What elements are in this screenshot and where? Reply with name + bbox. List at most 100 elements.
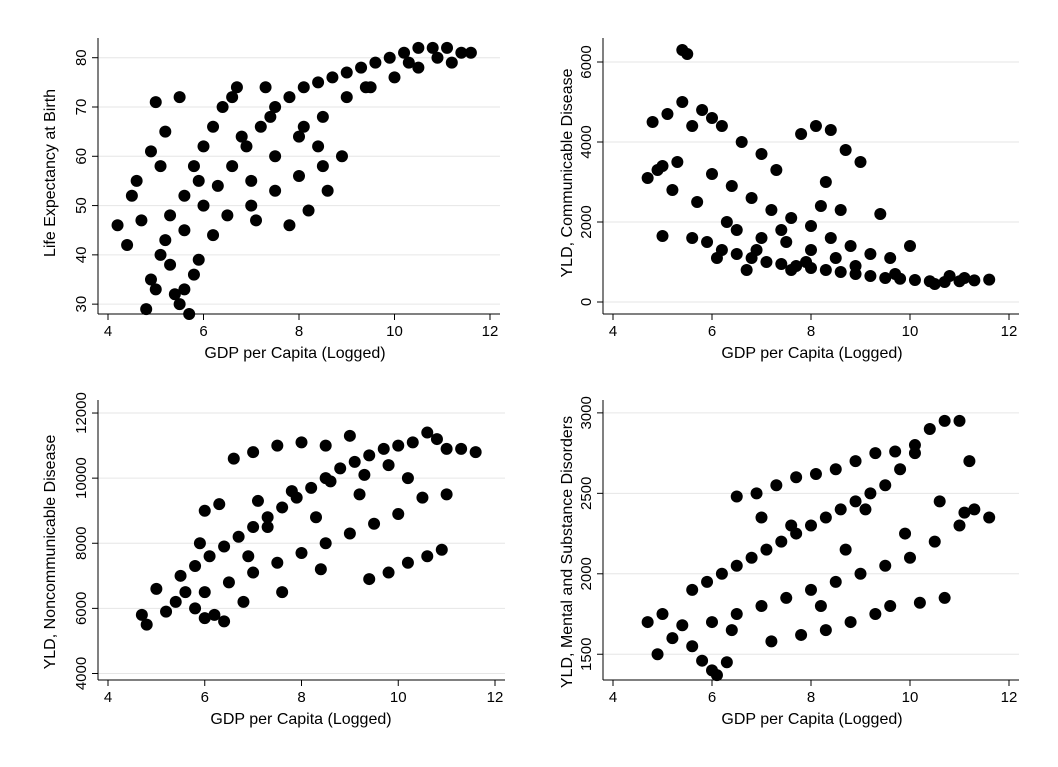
point-yld-communicable-8 <box>681 48 694 60</box>
point-life-expectancy-75 <box>402 56 415 69</box>
point-life-expectancy-73 <box>259 81 272 94</box>
point-yld-mental-substance-55 <box>819 624 832 637</box>
point-yld-communicable-65 <box>785 264 798 276</box>
point-life-expectancy-56 <box>245 199 258 212</box>
y-axis-title-panel-3: YLD, Noncommunicable Disease <box>42 435 59 670</box>
point-yld-communicable-3 <box>656 230 669 242</box>
point-yld-noncommunicable-4 <box>169 595 182 608</box>
point-yld-mental-substance-13 <box>730 559 743 572</box>
x-tick-label-life-expectancy-2: 8 <box>295 323 303 340</box>
point-yld-mental-substance-9 <box>720 656 733 669</box>
point-yld-noncommunicable-48 <box>343 429 356 442</box>
point-yld-mental-substance-34 <box>809 468 822 481</box>
point-yld-communicable-56 <box>819 176 832 188</box>
y-axis-title-panel-4: YLD, Mental and Substance Disorders <box>559 416 576 688</box>
point-life-expectancy-6 <box>144 273 157 286</box>
point-yld-mental-substance-5 <box>686 640 699 653</box>
point-yld-mental-substance-58 <box>884 599 897 612</box>
point-yld-noncommunicable-62 <box>310 511 323 524</box>
point-yld-mental-substance-10 <box>686 583 699 596</box>
y-tick-label-yld-communicable-3: 6000 <box>578 45 595 78</box>
point-yld-noncommunicable-43 <box>227 452 240 465</box>
point-yld-mental-substance-66 <box>958 506 971 519</box>
point-yld-noncommunicable-36 <box>295 547 308 560</box>
point-yld-mental-substance-6 <box>696 654 709 667</box>
point-yld-communicable-54 <box>839 144 852 156</box>
point-life-expectancy-47 <box>245 174 258 187</box>
panel-life-expectancy: 30 40 50 60 70 80 4 6 8 10 12 <box>73 38 500 340</box>
point-yld-mental-substance-49 <box>928 535 941 548</box>
point-yld-noncommunicable-46 <box>295 436 308 449</box>
point-life-expectancy-39 <box>369 56 382 69</box>
point-yld-mental-substance-51 <box>968 503 981 516</box>
y-tick-label-life-expectancy-1: 40 <box>73 247 90 264</box>
y-tick-label-life-expectancy-2: 50 <box>73 197 90 214</box>
point-life-expectancy-5 <box>140 303 153 316</box>
point-yld-noncommunicable-69 <box>242 550 255 563</box>
point-yld-communicable-66 <box>849 260 862 272</box>
x-axis-title-panel-1: GDP per Capita (Logged) <box>204 345 385 362</box>
point-life-expectancy-71 <box>144 145 157 158</box>
point-yld-mental-substance-53 <box>765 635 778 648</box>
x-tick-label-yld-mental-substance-0: 4 <box>609 689 617 706</box>
point-life-expectancy-53 <box>388 71 401 84</box>
point-yld-mental-substance-45 <box>829 575 842 588</box>
point-yld-mental-substance-16 <box>775 535 788 548</box>
point-life-expectancy-54 <box>412 61 425 74</box>
point-yld-communicable-58 <box>874 208 887 220</box>
point-life-expectancy-14 <box>178 283 191 296</box>
point-yld-communicable-73 <box>800 256 813 268</box>
point-yld-communicable-19 <box>760 256 773 268</box>
point-life-expectancy-78 <box>207 229 220 242</box>
point-yld-noncommunicable-27 <box>421 426 434 439</box>
point-life-expectancy-31 <box>254 120 267 133</box>
x-tick-label-yld-noncommunicable-0: 4 <box>104 689 112 706</box>
point-life-expectancy-69 <box>178 224 191 237</box>
y-axis-title-panel-1: Life Expectancy at Birth <box>42 89 59 257</box>
point-yld-communicable-11 <box>696 104 709 116</box>
point-yld-communicable-72 <box>775 224 788 236</box>
x-tick-label-yld-mental-substance-2: 8 <box>807 689 815 706</box>
point-yld-communicable-26 <box>864 270 877 282</box>
point-yld-mental-substance-39 <box>908 447 921 460</box>
point-life-expectancy-24 <box>207 120 220 133</box>
point-yld-noncommunicable-56 <box>363 573 376 586</box>
point-yld-communicable-71 <box>740 264 753 276</box>
point-life-expectancy-70 <box>154 160 167 173</box>
point-life-expectancy-16 <box>187 268 200 281</box>
point-yld-noncommunicable-66 <box>276 586 289 599</box>
point-yld-mental-substance-67 <box>725 624 738 637</box>
point-yld-communicable-10 <box>686 120 699 132</box>
x-axis-title-panel-4: GDP per Capita (Logged) <box>721 711 902 728</box>
point-yld-mental-substance-1 <box>651 648 664 661</box>
point-life-expectancy-62 <box>302 204 315 217</box>
point-yld-communicable-48 <box>780 236 793 248</box>
point-yld-communicable-57 <box>834 204 847 216</box>
point-life-expectancy-60 <box>335 150 348 163</box>
panel-yld-noncommunicable: 4000 6000 8000 10000 12000 4 6 8 10 12 <box>73 392 505 706</box>
x-tick-label-life-expectancy-0: 4 <box>104 323 112 340</box>
point-yld-noncommunicable-26 <box>406 436 419 449</box>
point-yld-mental-substance-47 <box>879 559 892 572</box>
point-life-expectancy-41 <box>398 46 411 59</box>
point-yld-mental-substance-60 <box>938 591 951 604</box>
point-yld-noncommunicable-8 <box>208 608 221 621</box>
y-tick-label-life-expectancy-5: 80 <box>73 49 90 66</box>
point-life-expectancy-74 <box>359 81 372 94</box>
point-yld-noncommunicable-67 <box>314 563 327 576</box>
y-tick-label-yld-mental-substance-0: 1500 <box>578 638 595 671</box>
point-life-expectancy-26 <box>226 91 239 104</box>
point-life-expectancy-7 <box>149 283 162 296</box>
point-yld-mental-substance-22 <box>864 487 877 500</box>
point-life-expectancy-11 <box>164 258 177 271</box>
x-tick-label-yld-communicable-4: 12 <box>1001 323 1018 340</box>
point-yld-noncommunicable-32 <box>198 586 211 599</box>
point-yld-noncommunicable-25 <box>392 439 405 452</box>
point-yld-communicable-37 <box>745 192 758 204</box>
point-life-expectancy-3 <box>130 174 143 187</box>
point-yld-mental-substance-46 <box>854 567 867 580</box>
point-life-expectancy-67 <box>235 130 248 143</box>
point-yld-communicable-34 <box>983 273 996 286</box>
point-yld-communicable-74 <box>814 200 827 212</box>
